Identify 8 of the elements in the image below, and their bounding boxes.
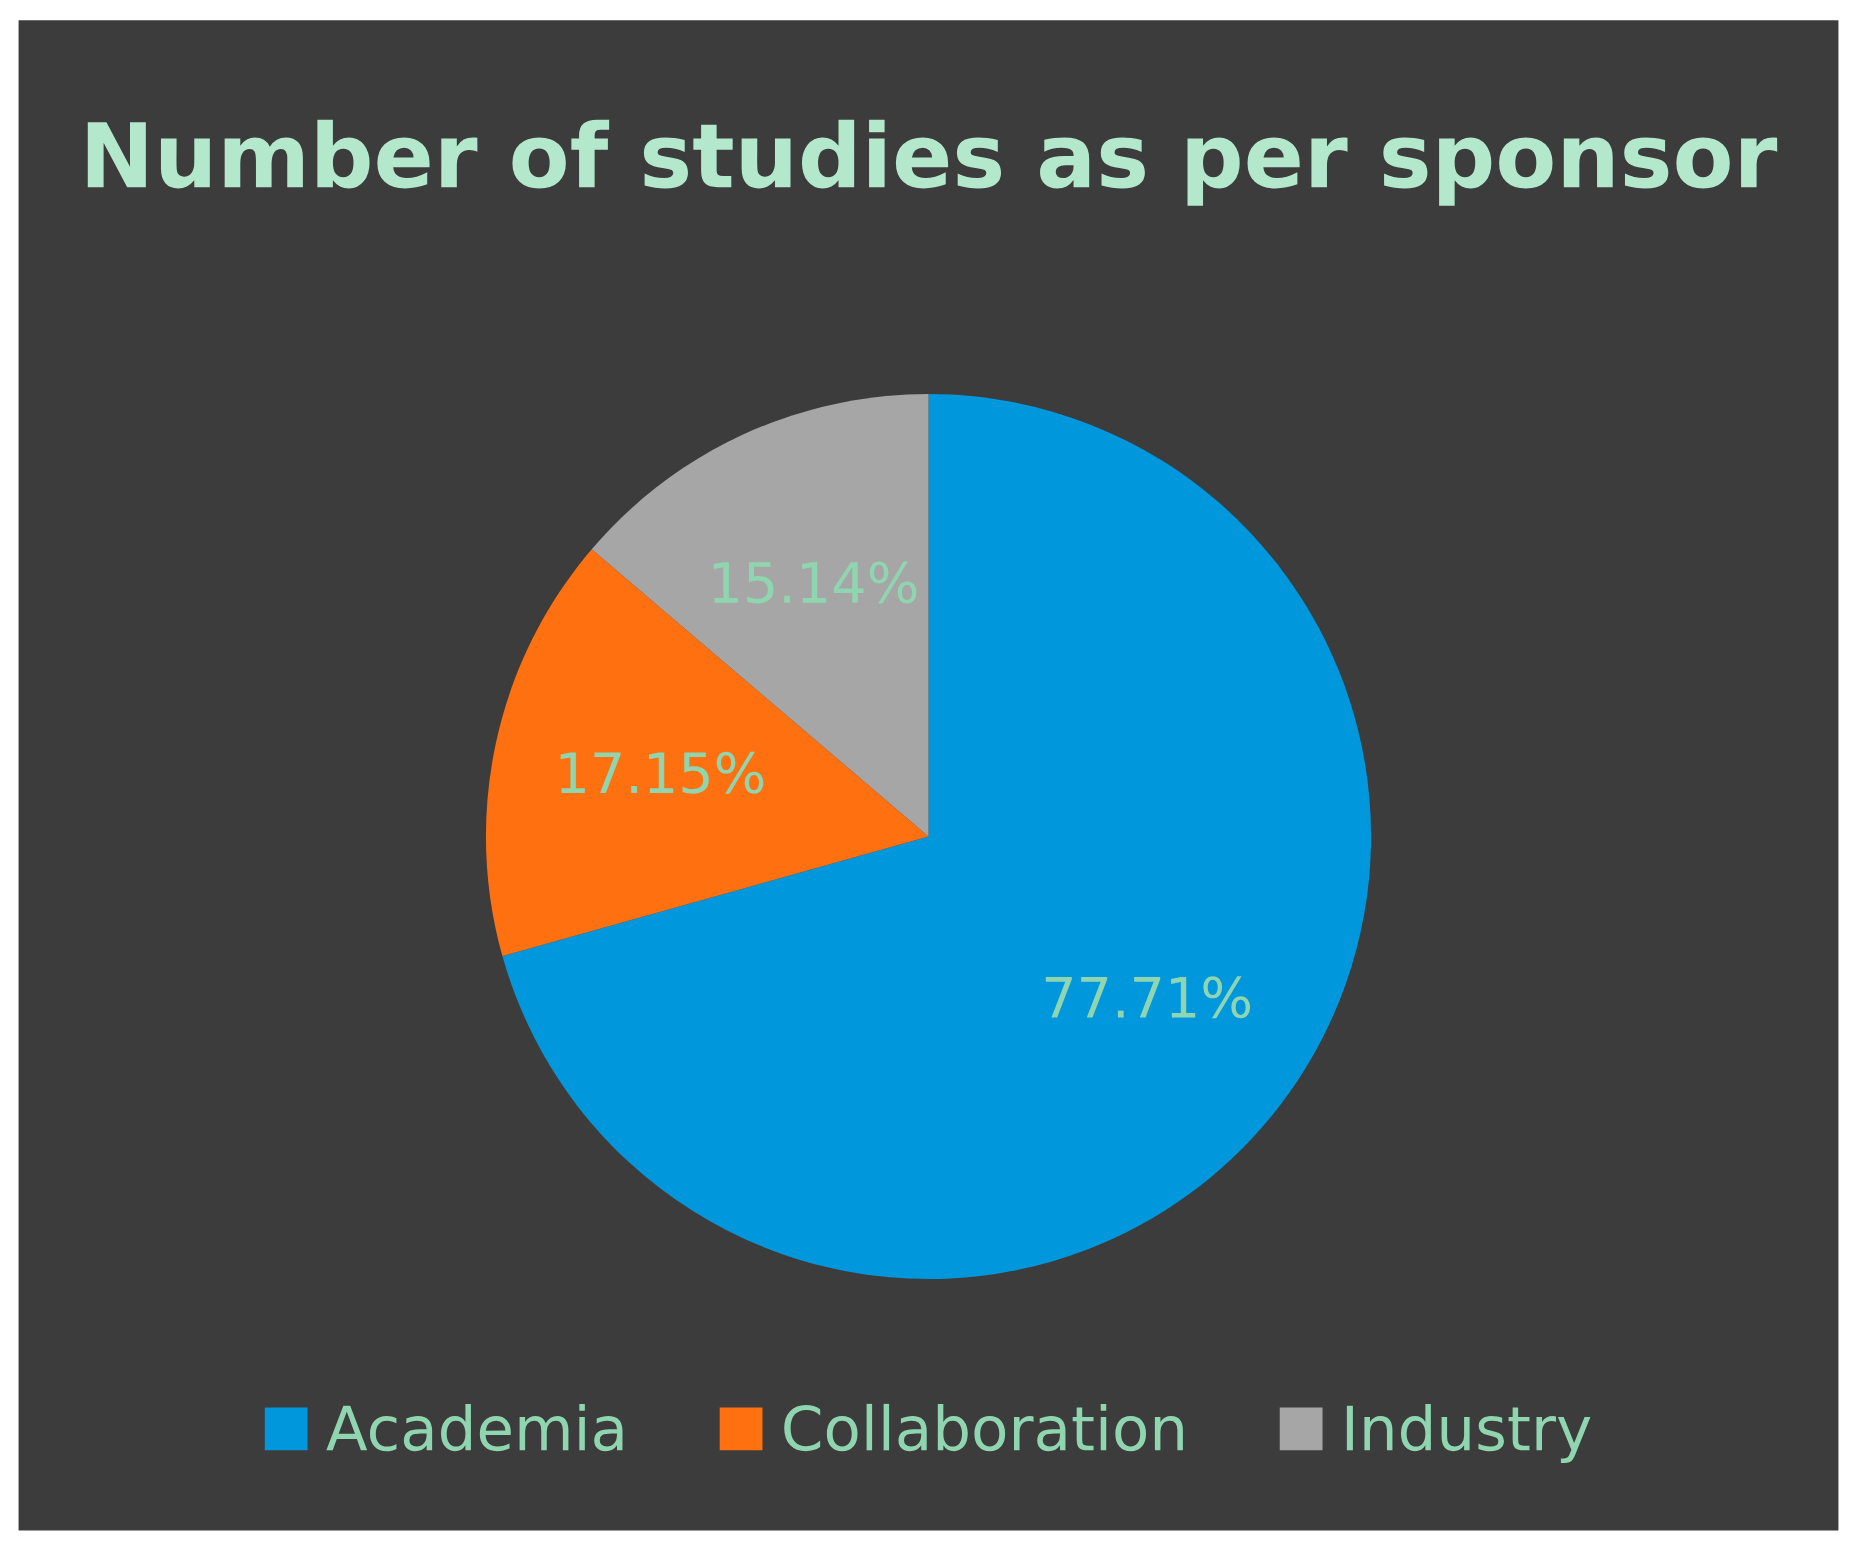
legend-label: Collaboration [784,1403,1183,1452]
pie-slice [502,393,1372,1280]
data-label: 17.15% [560,751,764,794]
data-label: 77.71% [1045,976,1251,1019]
chart-title: Number of studies as per sponsor [87,119,1778,206]
legend-label: Industry [1346,1403,1591,1464]
legend-label: Academia [326,1403,623,1452]
pie-slice [485,549,929,957]
